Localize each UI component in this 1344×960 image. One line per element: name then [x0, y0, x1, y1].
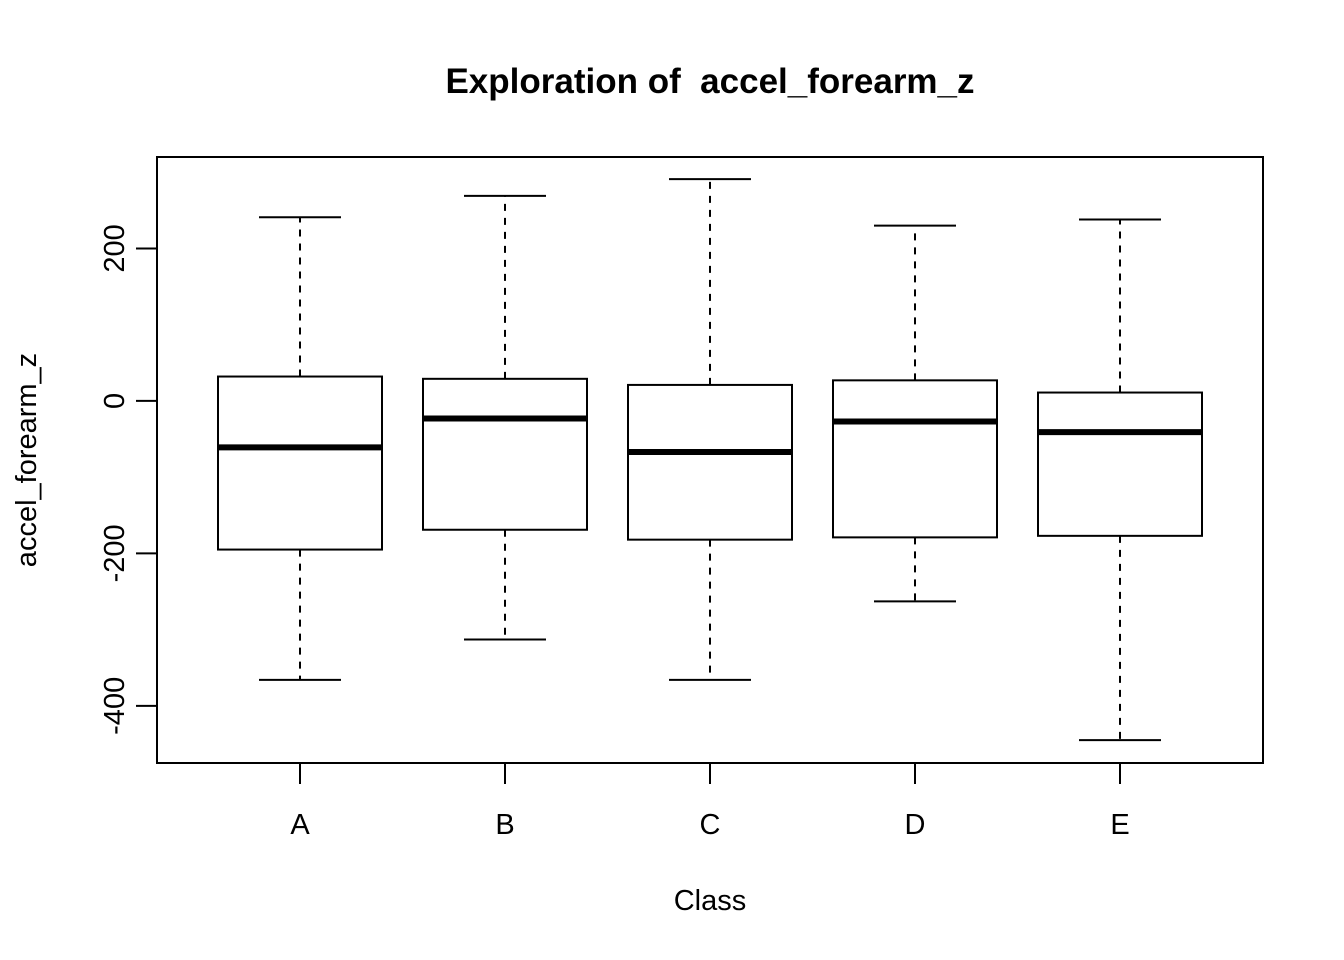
box-iqr	[1037, 391, 1203, 537]
y-axis: -400 -200 0 200	[99, 224, 158, 735]
y-tick-label: -400	[99, 677, 131, 735]
box-iqr	[217, 375, 383, 551]
y-axis-label: accel_forearm_z	[11, 353, 43, 567]
boxes-layer	[217, 178, 1203, 742]
y-tick-label: -200	[99, 524, 131, 582]
x-axis-label: Class	[674, 885, 747, 917]
x-axis: A B C D E	[290, 763, 1130, 841]
box-iqr	[832, 379, 998, 539]
y-tick-label: 0	[99, 393, 131, 409]
box-iqr	[627, 383, 793, 541]
x-tick-label-a: A	[290, 809, 310, 841]
box-group-a	[217, 216, 383, 681]
x-tick-label-e: E	[1110, 809, 1129, 841]
x-tick-label-d: D	[905, 809, 926, 841]
box-group-d	[832, 224, 998, 603]
box-iqr	[422, 377, 588, 531]
y-tick-label: 200	[99, 224, 131, 272]
x-tick-label-c: C	[700, 809, 721, 841]
x-tick-label-b: B	[495, 809, 514, 841]
box-group-e	[1037, 218, 1203, 742]
chart-title: Exploration of accel_forearm_z	[445, 62, 974, 101]
box-group-c	[627, 178, 793, 681]
box-group-b	[422, 194, 588, 641]
